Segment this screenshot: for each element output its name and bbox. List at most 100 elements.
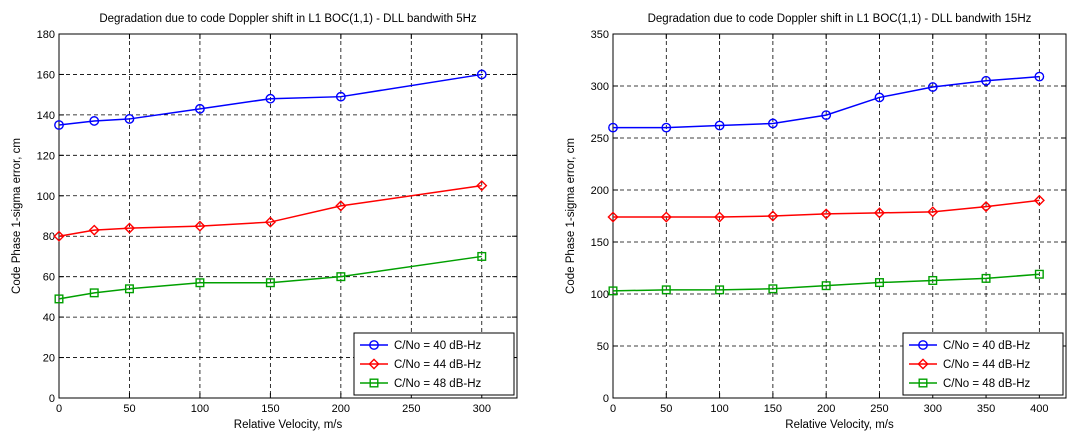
y-tick-label: 120 <box>37 150 55 162</box>
data-point <box>53 230 65 242</box>
legend-entry: C/No = 40 dB-Hz <box>360 340 481 352</box>
data-point <box>767 118 778 129</box>
data-point <box>873 207 886 219</box>
data-point <box>1034 71 1045 82</box>
y-axis-label: Code Phase 1-sigma error, cm <box>11 138 23 294</box>
legend-label: C/No = 40 dB-Hz <box>394 340 481 352</box>
data-point <box>265 93 276 104</box>
chart-title: Degradation due to code Doppler shift in… <box>648 13 1032 25</box>
x-tick-label: 200 <box>332 403 350 415</box>
series-c-no-48-db-hz <box>608 269 1044 296</box>
data-point <box>89 288 99 298</box>
data-point <box>335 91 346 102</box>
legend-entry: C/No = 44 dB-Hz <box>909 358 1030 371</box>
legend-marker <box>369 378 379 388</box>
data-point <box>1034 269 1044 279</box>
data-point <box>54 294 64 304</box>
y-tick-label: 200 <box>591 185 609 197</box>
series-c-no-40-db-hz <box>54 69 487 130</box>
x-tick-label: 100 <box>191 403 209 415</box>
data-point <box>123 222 136 234</box>
data-point <box>980 201 992 213</box>
series-line <box>612 273 1040 292</box>
x-tick-label: 50 <box>660 403 672 415</box>
x-tick-label: 50 <box>123 403 135 415</box>
legend-label: C/No = 44 dB-Hz <box>394 359 481 371</box>
x-tick-label: 400 <box>1030 403 1048 415</box>
data-point <box>477 251 487 261</box>
data-point <box>927 206 939 218</box>
data-point <box>607 211 619 223</box>
data-point <box>874 92 885 103</box>
y-tick-label: 150 <box>591 237 609 249</box>
series-line <box>613 75 1040 129</box>
series-c-no-48-db-hz <box>54 251 487 304</box>
series-line <box>58 73 482 126</box>
y-tick-label: 40 <box>43 312 55 324</box>
data-point <box>89 116 100 126</box>
chart-dll-5hz: Degradation due to code Doppler shift in… <box>11 13 518 431</box>
data-point <box>713 211 726 223</box>
data-point <box>335 200 347 212</box>
data-point <box>124 114 135 124</box>
series-line <box>613 199 1040 218</box>
data-point <box>608 122 618 133</box>
data-point <box>1033 194 1045 206</box>
legend-entry: C/No = 44 dB-Hz <box>360 358 481 371</box>
x-axis-label: Relative Velocity, m/s <box>785 419 894 431</box>
y-tick-label: 180 <box>37 29 55 41</box>
data-point <box>88 224 100 236</box>
data-point <box>661 122 672 133</box>
legend-label: C/No = 48 dB-Hz <box>943 378 1030 390</box>
data-point <box>476 69 487 80</box>
y-tick-label: 20 <box>43 353 55 365</box>
data-point <box>928 275 938 285</box>
x-tick-label: 300 <box>924 403 942 415</box>
plot-frame <box>58 33 518 399</box>
legend-entry: C/No = 48 dB-Hz <box>360 378 481 390</box>
data-point <box>981 273 991 283</box>
y-tick-label: 140 <box>37 110 55 122</box>
data-point <box>714 120 725 131</box>
plot-frame <box>612 33 1067 399</box>
legend-marker <box>369 340 379 350</box>
x-tick-label: 100 <box>710 403 728 415</box>
y-tick-label: 160 <box>37 69 55 81</box>
series-line <box>58 184 482 237</box>
x-tick-label: 300 <box>473 403 491 415</box>
x-tick-label: 250 <box>870 403 888 415</box>
y-tick-label: 80 <box>43 231 55 243</box>
data-point <box>820 208 832 220</box>
x-tick-label: 150 <box>764 403 782 415</box>
legend-marker <box>368 358 380 370</box>
y-tick-label: 300 <box>591 81 609 93</box>
x-tick-label: 0 <box>610 403 616 415</box>
legend: C/No = 40 dB-Hz C/No = 44 dB-Hz C/No = 48 … <box>902 332 1064 396</box>
x-tick-label: 0 <box>56 403 62 415</box>
series-c-no-44-db-hz <box>607 194 1045 223</box>
legend-marker <box>917 358 929 370</box>
x-tick-label: 150 <box>261 403 279 415</box>
data-point <box>874 278 884 288</box>
chart-dll-15hz: Degradation due to code Doppler shift in… <box>565 13 1067 431</box>
y-tick-label: 100 <box>37 191 55 203</box>
legend-label: C/No = 48 dB-Hz <box>394 378 481 390</box>
data-point <box>768 284 778 294</box>
x-tick-label: 200 <box>817 403 835 415</box>
legend: C/No = 40 dB-Hz C/No = 44 dB-Hz C/No = 48 … <box>353 332 515 396</box>
data-point <box>336 272 346 282</box>
legend-label: C/No = 44 dB-Hz <box>943 359 1030 371</box>
data-point <box>927 82 938 92</box>
y-tick-label: 0 <box>603 393 609 405</box>
data-point <box>265 278 275 288</box>
data-point <box>660 211 672 223</box>
series-line <box>58 255 482 300</box>
data-point <box>264 216 276 228</box>
series-c-no-44-db-hz <box>53 180 488 242</box>
y-tick-label: 60 <box>43 272 55 284</box>
legend-marker <box>918 340 928 350</box>
y-tick-label: 250 <box>591 133 609 145</box>
y-tick-label: 0 <box>49 393 55 405</box>
data-point <box>661 285 671 295</box>
data-point <box>195 278 205 288</box>
